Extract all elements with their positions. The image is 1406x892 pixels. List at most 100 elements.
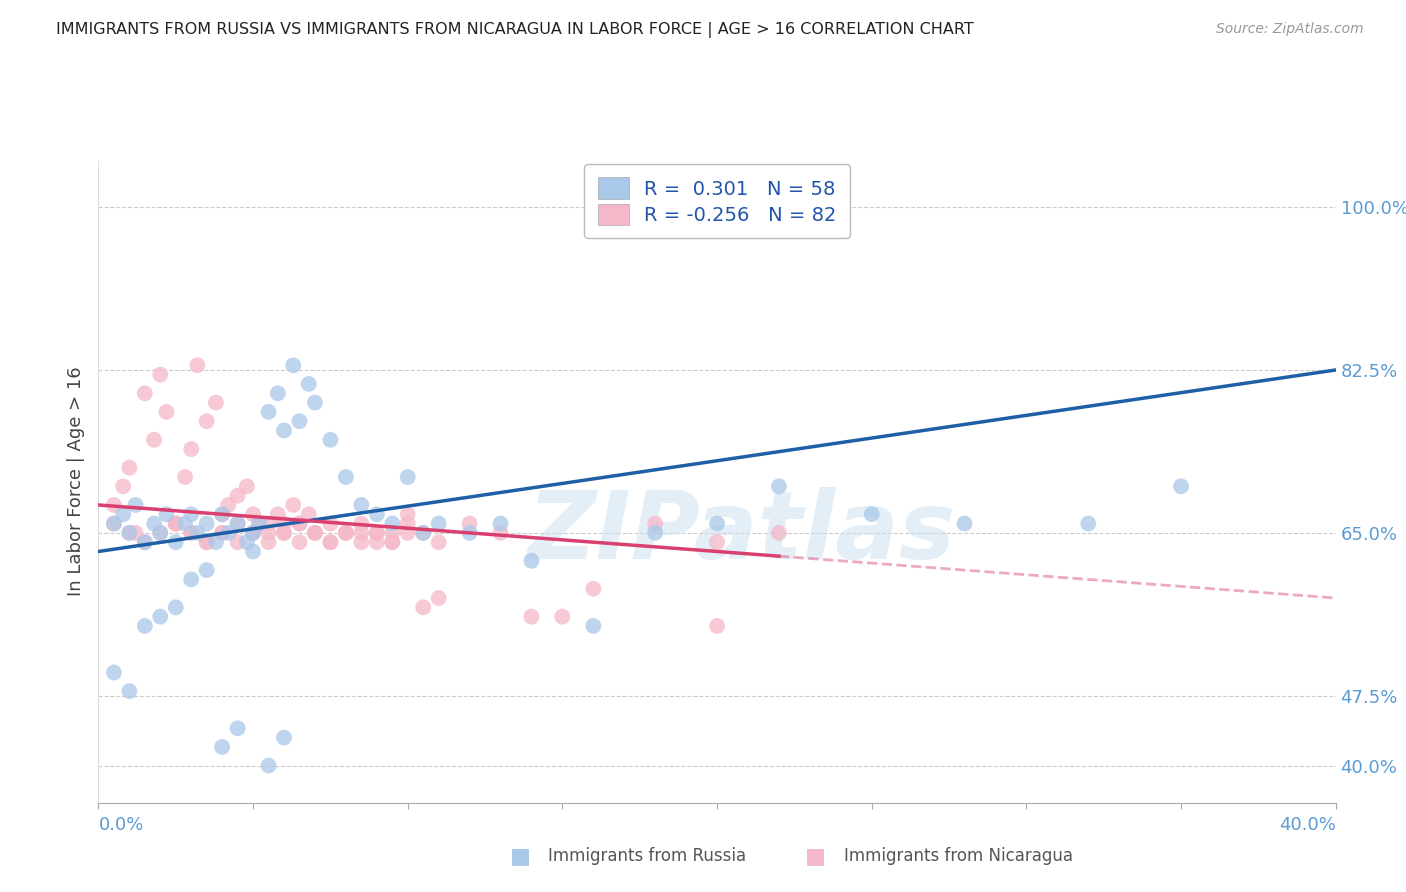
Point xyxy=(195,563,218,577)
Point xyxy=(427,535,450,549)
Point xyxy=(298,376,321,391)
Point xyxy=(304,525,326,540)
Point xyxy=(149,368,172,382)
Point xyxy=(350,498,373,512)
Point xyxy=(247,516,270,531)
Point xyxy=(489,516,512,531)
Point xyxy=(155,508,177,522)
Point xyxy=(211,508,233,522)
Point xyxy=(143,433,166,447)
Point xyxy=(118,525,141,540)
Point xyxy=(112,508,135,522)
Point xyxy=(350,516,373,531)
Point xyxy=(458,516,481,531)
Point xyxy=(226,516,249,531)
Point xyxy=(366,525,388,540)
Point xyxy=(165,516,187,531)
Point xyxy=(180,525,202,540)
Point xyxy=(165,516,187,531)
Point xyxy=(319,535,342,549)
Point xyxy=(165,600,187,615)
Point xyxy=(134,619,156,633)
Point xyxy=(257,525,280,540)
Text: 0.0%: 0.0% xyxy=(98,816,143,834)
Point xyxy=(319,535,342,549)
Point xyxy=(165,535,187,549)
Text: Source: ZipAtlas.com: Source: ZipAtlas.com xyxy=(1216,22,1364,37)
Point xyxy=(134,535,156,549)
Point xyxy=(768,525,790,540)
Point xyxy=(427,516,450,531)
Point xyxy=(226,722,249,736)
Point xyxy=(257,405,280,419)
Point xyxy=(412,600,434,615)
Point xyxy=(149,525,172,540)
Point xyxy=(644,525,666,540)
Point xyxy=(118,460,141,475)
Text: Immigrants from Russia: Immigrants from Russia xyxy=(548,847,747,865)
Point xyxy=(366,525,388,540)
Point xyxy=(304,525,326,540)
Point xyxy=(186,359,208,373)
Point xyxy=(304,525,326,540)
Point xyxy=(273,516,295,531)
Point xyxy=(180,442,202,456)
Point xyxy=(211,525,233,540)
Point xyxy=(195,414,218,428)
Point xyxy=(143,516,166,531)
Point xyxy=(644,516,666,531)
Point xyxy=(267,508,290,522)
Point xyxy=(706,619,728,633)
Point xyxy=(396,516,419,531)
Point xyxy=(186,525,208,540)
Point xyxy=(257,535,280,549)
Point xyxy=(226,489,249,503)
Point xyxy=(319,433,342,447)
Point xyxy=(211,508,233,522)
Point xyxy=(335,525,357,540)
Point xyxy=(860,508,883,522)
Point xyxy=(242,508,264,522)
Point xyxy=(149,525,172,540)
Point xyxy=(174,470,197,484)
Point xyxy=(205,535,228,549)
Point xyxy=(953,516,976,531)
Point xyxy=(180,573,202,587)
Point xyxy=(412,525,434,540)
Point xyxy=(350,525,373,540)
Text: IMMIGRANTS FROM RUSSIA VS IMMIGRANTS FROM NICARAGUA IN LABOR FORCE | AGE > 16 CO: IMMIGRANTS FROM RUSSIA VS IMMIGRANTS FRO… xyxy=(56,22,974,38)
Point xyxy=(520,609,543,624)
Point xyxy=(381,525,404,540)
Point xyxy=(267,386,290,401)
Point xyxy=(551,609,574,624)
Text: ZIPatlas: ZIPatlas xyxy=(527,487,956,579)
Point xyxy=(124,498,146,512)
Point xyxy=(706,516,728,531)
Point xyxy=(273,731,295,745)
Point xyxy=(396,470,419,484)
Point xyxy=(124,525,146,540)
Point xyxy=(205,395,228,409)
Point xyxy=(273,525,295,540)
Point xyxy=(427,591,450,605)
Point xyxy=(273,424,295,438)
Point xyxy=(226,535,249,549)
Point xyxy=(112,479,135,493)
Point xyxy=(458,525,481,540)
Point xyxy=(283,498,305,512)
Point xyxy=(288,414,311,428)
Point xyxy=(217,498,239,512)
Point xyxy=(195,516,218,531)
Point xyxy=(396,525,419,540)
Point xyxy=(211,525,233,540)
Point xyxy=(134,386,156,401)
Point xyxy=(381,516,404,531)
Point xyxy=(706,535,728,549)
Point xyxy=(174,516,197,531)
Point xyxy=(273,525,295,540)
Point xyxy=(1077,516,1099,531)
Point xyxy=(155,405,177,419)
Point xyxy=(242,544,264,558)
Text: ■: ■ xyxy=(806,847,825,866)
Point xyxy=(768,479,790,493)
